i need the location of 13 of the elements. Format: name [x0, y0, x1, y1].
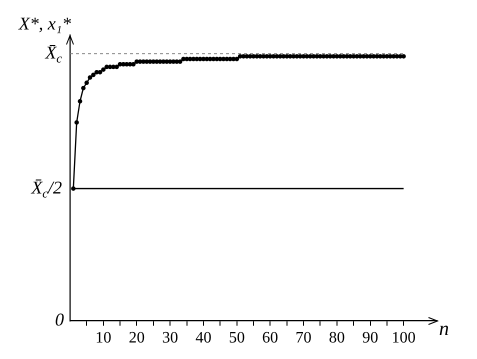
x-tick-label: 90: [362, 330, 378, 347]
text: 0: [55, 310, 64, 330]
x-tick-label: 70: [296, 330, 312, 347]
y-axis-title: X*, x₁*: [18, 14, 71, 34]
x-tick-label: 30: [162, 330, 178, 347]
x-axis-title: n: [439, 318, 449, 340]
x-tick-label: 10: [95, 330, 112, 347]
x-tick-label: 100: [392, 330, 416, 347]
x-tick-label: 50: [228, 330, 245, 347]
x-tick-label: 40: [195, 330, 212, 347]
x-tick-label: 80: [328, 330, 345, 347]
x-tick-label: 60: [262, 330, 278, 347]
x-tick-label: 20: [128, 330, 145, 347]
